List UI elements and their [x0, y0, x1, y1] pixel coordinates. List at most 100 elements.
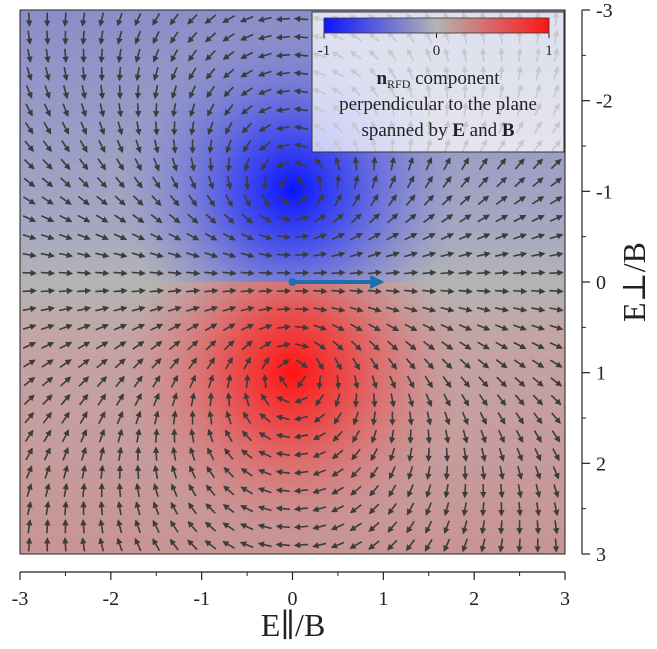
field-arrow	[59, 214, 73, 223]
field-arrow	[353, 375, 360, 390]
field-arrow	[22, 305, 37, 313]
field-arrow	[478, 376, 489, 388]
y-tick-label: 1	[596, 363, 606, 385]
field-arrow	[461, 502, 469, 517]
field-arrow	[331, 287, 346, 295]
field-arrow	[404, 251, 419, 258]
field-arrow	[132, 195, 144, 206]
field-arrow	[389, 375, 396, 389]
field-arrow	[424, 538, 433, 552]
field-arrow	[23, 359, 36, 368]
field-arrow	[496, 376, 507, 388]
field-arrow	[514, 376, 526, 387]
field-arrow	[187, 520, 198, 533]
field-arrow	[276, 305, 292, 313]
x-tick-label: -2	[102, 588, 119, 610]
plot-frame	[19, 9, 566, 555]
field-arrow	[223, 68, 235, 79]
field-arrow	[293, 15, 309, 23]
field-arrow	[257, 523, 272, 530]
field-arrow	[549, 251, 564, 258]
field-arrow	[459, 358, 471, 369]
field-arrow	[462, 447, 469, 462]
field-arrow	[459, 341, 472, 350]
field-arrow	[368, 503, 380, 515]
field-arrow	[532, 394, 544, 406]
field-arrow	[257, 34, 272, 41]
field-arrow	[206, 194, 215, 207]
field-arrow	[151, 357, 162, 369]
field-arrow	[239, 33, 254, 41]
field-arrow	[276, 323, 292, 331]
field-arrow	[153, 139, 160, 154]
field-arrow	[96, 358, 108, 369]
field-arrow	[313, 233, 328, 240]
field-arrow	[95, 233, 109, 241]
field-arrow	[114, 358, 126, 369]
field-arrow	[534, 448, 542, 462]
field-arrow	[43, 447, 51, 461]
field-arrow	[222, 32, 235, 42]
field-arrow	[533, 430, 542, 443]
field-arrow	[80, 85, 87, 100]
field-arrow	[43, 429, 52, 443]
field-arrow	[459, 214, 472, 223]
field-arrow	[26, 67, 33, 81]
field-arrow	[315, 157, 325, 170]
x-tick-label: 1	[378, 588, 388, 610]
caption-B: B	[502, 120, 515, 141]
field-arrow	[349, 306, 364, 313]
field-arrow	[206, 85, 216, 99]
field-arrow	[22, 341, 37, 349]
field-arrow	[44, 482, 51, 498]
field-arrow	[404, 288, 419, 295]
field-arrow	[207, 447, 215, 461]
field-arrow	[223, 466, 235, 478]
field-arrow	[23, 177, 36, 188]
field-arrow	[495, 341, 509, 350]
field-arrow	[40, 323, 55, 331]
field-arrow	[206, 465, 216, 479]
field-arrow	[331, 449, 344, 460]
field-arrow	[516, 465, 524, 480]
field-arrow	[206, 357, 215, 370]
field-arrow	[334, 375, 342, 390]
field-arrow	[205, 340, 217, 351]
field-arrow	[331, 468, 344, 477]
field-arrow	[534, 520, 542, 535]
x-tick-label: 3	[560, 588, 570, 610]
field-arrow	[478, 176, 489, 188]
field-arrow	[332, 430, 343, 442]
field-arrow	[223, 340, 235, 351]
field-arrow	[98, 411, 106, 425]
field-arrow	[443, 393, 451, 407]
field-arrow	[188, 194, 198, 207]
field-arrow	[257, 487, 272, 494]
field-arrow	[293, 487, 309, 494]
y-tick-label: -2	[596, 91, 613, 113]
field-arrow	[116, 537, 123, 552]
field-arrow	[187, 31, 198, 44]
field-arrow	[516, 483, 523, 499]
field-arrow	[312, 505, 327, 513]
field-arrow	[549, 287, 564, 295]
field-arrow	[22, 323, 37, 331]
field-arrow	[551, 412, 561, 424]
field-arrow	[458, 269, 473, 277]
field-arrow	[367, 269, 382, 276]
highlight-arrow-group	[288, 275, 385, 289]
field-arrow	[513, 214, 527, 223]
field-arrow	[222, 252, 237, 259]
field-arrow	[332, 213, 344, 224]
field-arrow	[275, 505, 290, 512]
field-arrow	[62, 447, 69, 461]
field-arrow	[115, 393, 124, 406]
field-arrow	[149, 269, 164, 277]
colorbar-caption-rest: component	[410, 68, 500, 89]
field-arrow	[98, 121, 106, 136]
field-arrow	[171, 139, 178, 154]
field-arrow	[152, 13, 161, 26]
colorbar-caption-sub: RFD	[387, 77, 411, 91]
field-arrow	[98, 85, 106, 100]
field-arrow	[188, 67, 197, 81]
